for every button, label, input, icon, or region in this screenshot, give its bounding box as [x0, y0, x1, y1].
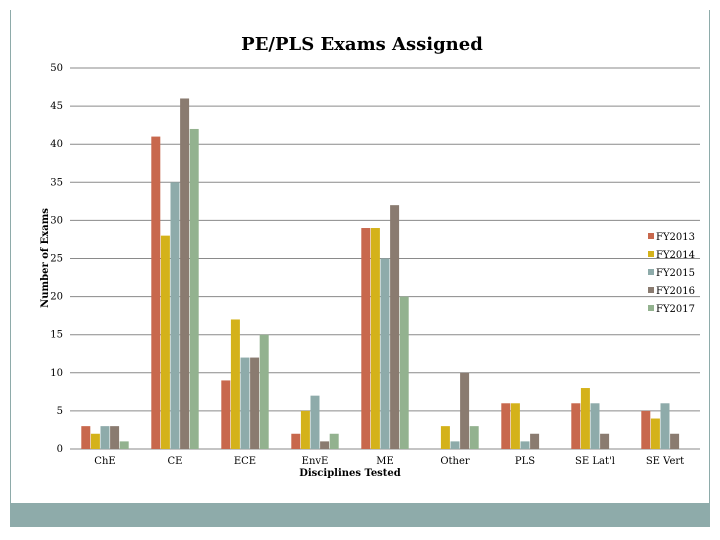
x-tick-label: CE: [168, 456, 183, 467]
bar: [641, 410, 651, 449]
legend-label: FY2015: [656, 268, 695, 279]
x-axis-title: Disciplines Tested: [299, 468, 401, 479]
bar: [259, 334, 269, 449]
bar: [189, 128, 199, 449]
legend-label: FY2014: [656, 250, 695, 261]
bar: [291, 433, 301, 449]
bar: [580, 388, 590, 449]
y-tick-label: 0: [57, 444, 63, 455]
bar: [660, 403, 670, 449]
bar: [399, 296, 409, 449]
bars: [81, 98, 680, 450]
y-tick-label: 50: [50, 63, 63, 74]
y-tick-label: 15: [50, 330, 63, 341]
legend-label: FY2016: [656, 286, 695, 297]
bar: [310, 395, 320, 449]
bar: [320, 441, 330, 449]
bar: [590, 403, 600, 449]
bar: [100, 426, 110, 449]
bar: [361, 228, 371, 449]
bar: [329, 433, 339, 449]
x-tick-label: SE Lat'l: [575, 456, 615, 467]
bar: [650, 418, 660, 449]
chart-title: PE/PLS Exams Assigned: [241, 34, 483, 55]
bar: [510, 403, 520, 449]
x-axis-ticks: ChE CE ECE EnvE ME Other PLS SE Lat'l SE Vert: [94, 456, 684, 467]
legend-label: FY2017: [656, 304, 695, 315]
y-tick-label: 10: [50, 368, 63, 379]
bar: [151, 136, 161, 449]
y-tick-label: 30: [50, 215, 63, 226]
bar: [571, 403, 581, 449]
bar: [460, 372, 470, 449]
bar: [450, 441, 460, 449]
bar: [300, 410, 310, 449]
y-tick-label: 5: [57, 406, 63, 417]
bar: [81, 426, 91, 449]
y-axis-ticks: 0 5 10 15 20 25 30 35 40 45 50: [50, 63, 63, 455]
bar: [230, 319, 240, 449]
legend-swatch: [648, 233, 654, 239]
y-tick-label: 20: [50, 292, 63, 303]
y-tick-label: 40: [50, 139, 63, 150]
x-tick-label: ChE: [94, 456, 115, 467]
bar: [221, 380, 231, 449]
y-tick-label: 35: [50, 177, 63, 188]
bar: [160, 235, 170, 449]
bar: [119, 441, 129, 449]
footer-bar: [10, 503, 710, 527]
legend-swatch: [648, 305, 654, 311]
bar: [501, 403, 511, 449]
x-tick-label: EnvE: [302, 456, 329, 467]
bar: [380, 258, 390, 449]
bar: [180, 98, 190, 449]
bar: [370, 228, 380, 449]
bar: [670, 433, 680, 449]
bar: [240, 357, 250, 449]
bar: [250, 357, 260, 449]
legend-swatch: [648, 269, 654, 275]
bar: [469, 426, 479, 449]
x-tick-label: Other: [440, 456, 470, 467]
y-tick-label: 25: [50, 254, 63, 265]
legend-swatch: [648, 251, 654, 257]
bar: [90, 433, 100, 449]
legend: FY2013 FY2014 FY2015 FY2016 FY2017: [648, 232, 695, 315]
bar: [110, 426, 120, 449]
bar: [390, 205, 400, 449]
y-tick-label: 45: [50, 101, 63, 112]
x-tick-label: SE Vert: [646, 456, 684, 467]
y-axis-title: Number of Exams: [40, 208, 51, 308]
legend-swatch: [648, 287, 654, 293]
bar: [440, 426, 450, 449]
bar: [600, 433, 610, 449]
bar: [530, 433, 540, 449]
x-tick-label: PLS: [515, 456, 535, 467]
bar: [170, 182, 180, 450]
x-tick-label: ECE: [234, 456, 256, 467]
bar: [520, 441, 530, 449]
legend-label: FY2013: [656, 232, 695, 243]
x-tick-label: ME: [376, 456, 394, 467]
